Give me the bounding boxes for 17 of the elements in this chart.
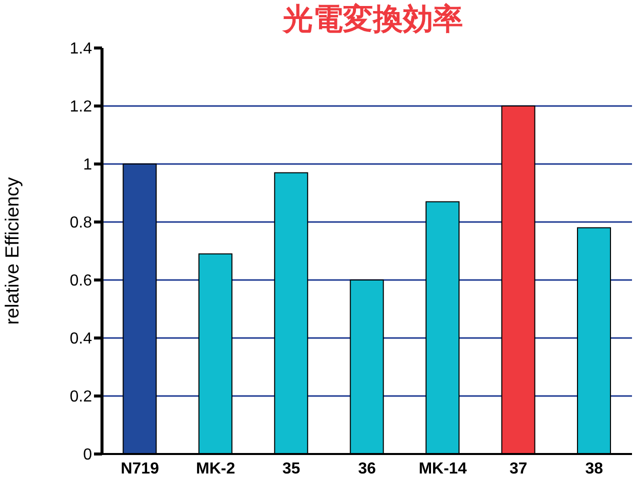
- x-tick-label: MK-2: [196, 460, 236, 478]
- y-tick-label: 0.8: [70, 214, 92, 232]
- y-tick-label: 0.4: [70, 330, 92, 348]
- x-tick-label: MK-14: [418, 460, 467, 478]
- y-tick-label: 1: [83, 156, 92, 174]
- y-tick-label: 0.2: [70, 388, 92, 406]
- x-tick-label: 36: [358, 460, 376, 478]
- y-tick-label: 0: [83, 446, 92, 464]
- chart-title: 光電変換効率: [281, 1, 464, 39]
- y-axis-title: relative Efficiency: [2, 176, 24, 325]
- x-tick-label: 38: [585, 460, 604, 478]
- x-tick-label: 37: [510, 460, 528, 478]
- x-tick-label: N719: [120, 460, 160, 478]
- y-tick-label: 0.6: [70, 272, 92, 290]
- x-tick-label: 35: [282, 460, 300, 478]
- y-tick-label: 1.4: [70, 40, 92, 58]
- y-tick-label: 1.2: [70, 98, 92, 116]
